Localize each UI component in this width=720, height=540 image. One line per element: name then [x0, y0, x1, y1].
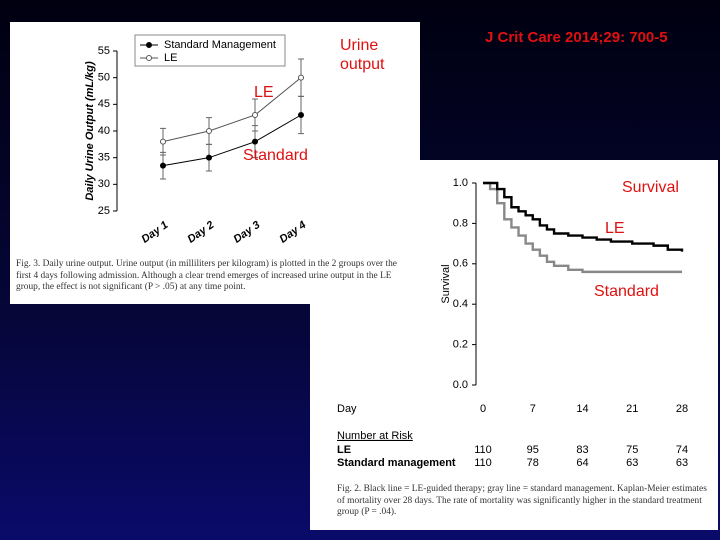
y-tick-label: 0.0 [453, 379, 468, 391]
point [252, 112, 258, 118]
annotation: LE [605, 220, 625, 237]
risk-value: 83 [576, 444, 588, 456]
x-tick-label: 21 [626, 403, 638, 415]
caption: Fig. 2. Black line = LE-guided therapy; … [337, 484, 707, 517]
y-axis-label: Daily Urine Output (mL/kg) [84, 61, 96, 201]
x-tick-label: 28 [676, 403, 688, 415]
legend-marker [146, 55, 152, 61]
y-tick-label: 1.0 [453, 177, 468, 189]
x-axis-label: Day [337, 403, 357, 415]
risk-value: 78 [527, 457, 539, 469]
survival-curve [483, 181, 682, 274]
point [298, 74, 304, 81]
x-tick-label: 0 [480, 403, 486, 415]
y-tick-label: 0.2 [453, 339, 468, 351]
risk-value: 110 [474, 444, 492, 456]
annotation: LE [254, 84, 274, 101]
annotation: Survival [622, 179, 679, 196]
point [160, 162, 166, 169]
point [206, 128, 212, 134]
series-line [162, 114, 302, 167]
survival-curve [483, 181, 684, 252]
y-tick-label: 30 [98, 178, 110, 190]
point [252, 138, 258, 145]
citation: J Crit Care 2014;29: 700-5 [485, 29, 668, 46]
risk-value: 74 [676, 444, 688, 456]
y-tick-label: 50 [98, 72, 110, 84]
y-tick-label: 40 [98, 125, 110, 137]
legend [134, 34, 286, 67]
series-line [162, 77, 302, 143]
point [160, 138, 166, 145]
x-tick-label: 14 [576, 403, 588, 415]
y-tick-label: 45 [98, 98, 110, 110]
risk-value: 63 [626, 457, 638, 469]
y-tick-label: 0.4 [453, 298, 468, 310]
risk-value: 63 [676, 457, 688, 469]
y-tick-label: 35 [98, 152, 110, 164]
annotation: Urine output [340, 37, 385, 73]
y-tick-label: 55 [98, 45, 110, 57]
point [206, 154, 212, 161]
annotation: Standard [594, 283, 659, 300]
caption: Fig. 3. Daily urine output. Urine output… [16, 259, 397, 292]
risk-table-title: Number at Risk [337, 430, 413, 442]
y-tick-label: 0.6 [453, 258, 468, 270]
point [298, 112, 304, 118]
y-tick-label: 0.8 [453, 217, 468, 229]
y-tick-label: 25 [98, 205, 110, 217]
legend-label: LE [164, 52, 177, 64]
legend-marker [146, 42, 152, 48]
risk-value: 75 [626, 444, 638, 456]
risk-row-label: Standard management [337, 457, 456, 469]
risk-value: 64 [576, 457, 588, 469]
legend-label: Standard Management [164, 39, 276, 51]
x-tick-label: 7 [530, 403, 536, 415]
right-panel [310, 160, 718, 530]
annotation: Standard [243, 147, 308, 164]
risk-value: 110 [474, 457, 492, 469]
risk-value: 95 [527, 444, 539, 456]
y-axis-label: Survival [440, 264, 452, 303]
risk-row-label: LE [337, 444, 351, 456]
